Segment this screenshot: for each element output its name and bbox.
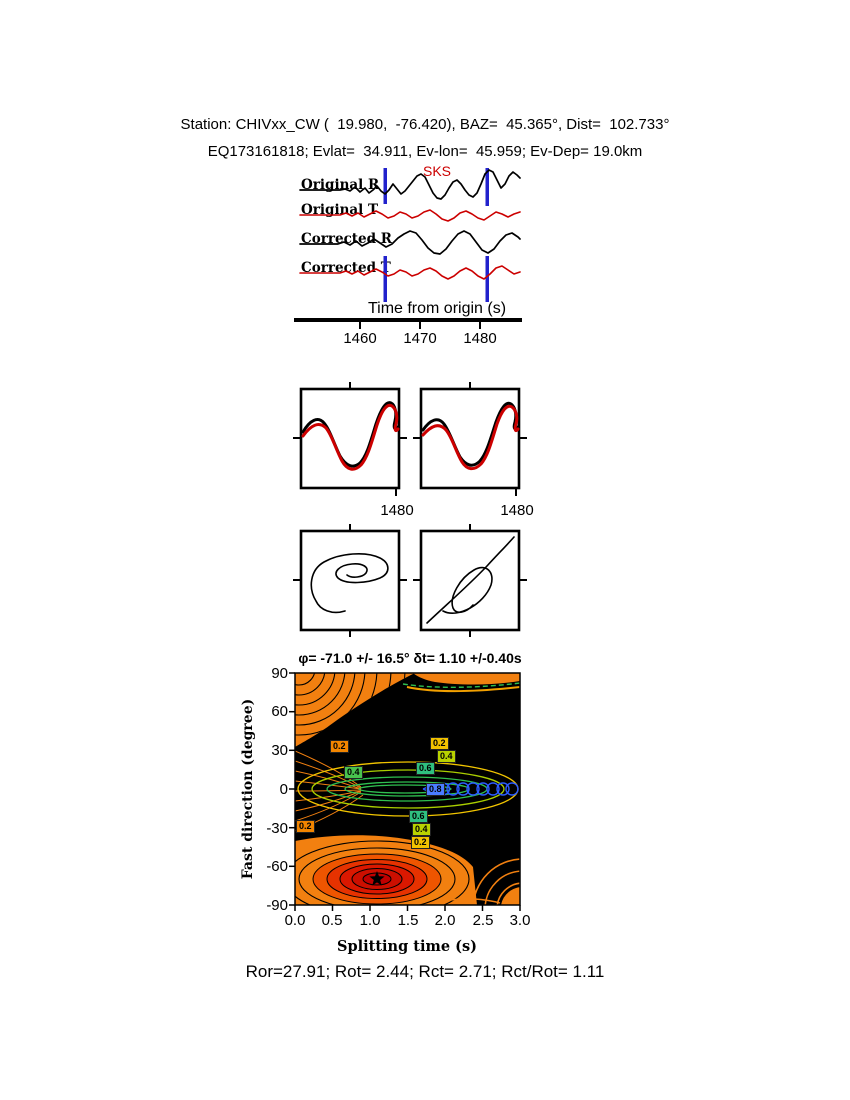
contour-level-label: 0.8: [426, 783, 445, 796]
contour-xlabel: Splitting time (s): [337, 938, 477, 955]
time-axis-ticks: [359, 322, 481, 329]
time-tick-1470: 1470: [403, 330, 437, 347]
contour-level-label: 0.6: [416, 762, 435, 775]
xtick-2.0: 2.0: [434, 912, 456, 929]
ytick-n90: -90: [266, 897, 288, 914]
xtick-1.0: 1.0: [359, 912, 381, 929]
panel-tick-marks: [293, 382, 527, 637]
ytick-30: 30: [271, 742, 288, 759]
contour-level-label: 0.2: [330, 740, 349, 753]
particle-panel-left-frame: [299, 529, 401, 632]
ytick-n30: -30: [266, 820, 288, 837]
contour-level-label: 0.4: [437, 750, 456, 763]
contour-region-topleft: [295, 673, 415, 747]
contour-level-label: 0.2: [296, 820, 315, 833]
top-green-contour: [402, 682, 520, 688]
station-title: Station: CHIVxx_CW ( 19.980, -76.420), B…: [180, 116, 670, 133]
particle-motion-original: [310, 553, 389, 614]
seismogram-plot: [294, 168, 522, 329]
window-end-marker-top: [485, 168, 489, 206]
xtick-3.0: 3.0: [509, 912, 531, 929]
misfit-contour-map: [289, 672, 521, 911]
xtick-0.5: 0.5: [321, 912, 343, 929]
xtick-1.5: 1.5: [397, 912, 419, 929]
window-start-marker-top: [383, 168, 387, 204]
ytick-0: 0: [279, 781, 288, 798]
particle-motion-corrected: [426, 536, 515, 624]
ytick-90: 90: [271, 665, 288, 682]
window-start-marker-bottom: [383, 256, 387, 302]
original-r-trace: [299, 169, 521, 200]
ytick-60: 60: [271, 703, 288, 720]
phase-label: SKS: [423, 163, 452, 179]
contour-level-label: 0.6: [409, 810, 428, 823]
panel-left-xtick: 1480: [380, 502, 414, 519]
time-tick-1480: 1480: [463, 330, 497, 347]
contour-band-top: [413, 673, 520, 685]
contour-level-label: 0.4: [412, 823, 431, 836]
comparison-and-particle-panels: [293, 382, 527, 637]
xtick-2.5: 2.5: [472, 912, 494, 929]
event-subtitle: EQ173161818; Evlat= 34.911, Ev-lon= 45.9…: [207, 143, 643, 160]
stats-line: Ror=27.91; Rot= 2.44; Rct= 2.71; Rct/Rot…: [245, 962, 605, 981]
xtick-0.0: 0.0: [284, 912, 306, 929]
time-axis-label: Time from origin (s): [367, 300, 507, 317]
ytick-n60: -60: [266, 858, 288, 875]
contour-level-label: 0.4: [344, 766, 363, 779]
topleft-contour-rings: [295, 673, 406, 747]
slow-component-left: [301, 403, 400, 471]
top-orange-contour: [406, 686, 520, 693]
bottomleft-outer-rings: [295, 840, 470, 905]
slow-component-right: [421, 404, 520, 471]
contour-level-label: 0.2: [430, 737, 449, 750]
best-fit-star: [369, 871, 385, 886]
corrected-r-trace: [299, 230, 521, 255]
contour-level-label: 0.2: [411, 836, 430, 849]
panel-right-xtick: 1480: [500, 502, 534, 519]
contour-axis-ticks: [289, 672, 521, 911]
window-end-marker-bottom: [485, 256, 489, 302]
contour-title: φ= -71.0 +/- 16.5° δt= 1.10 +/-0.40s: [298, 650, 522, 666]
time-tick-1460: 1460: [343, 330, 377, 347]
trace-label-original-r: Original R: [301, 177, 380, 193]
original-t-trace: [299, 209, 521, 222]
bottomright-corner-region: [501, 887, 520, 905]
corrected-t-trace: [299, 265, 521, 280]
